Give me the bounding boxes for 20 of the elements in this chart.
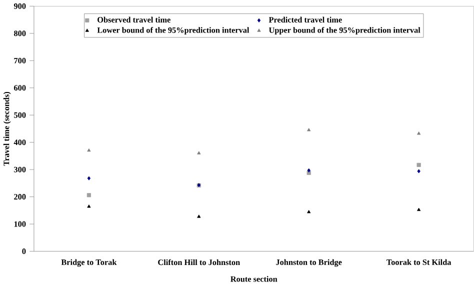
y-tick-label: 900 bbox=[14, 3, 26, 9]
legend-label: Observed travel time bbox=[98, 16, 170, 22]
x-tick-label: Bridge to Torak bbox=[61, 259, 117, 267]
y-tick-label: 800 bbox=[14, 30, 26, 36]
y-tick-label: 0 bbox=[22, 248, 26, 254]
y-tick-label: 500 bbox=[14, 112, 26, 118]
y-tick-label: 200 bbox=[14, 194, 26, 200]
legend-label: Upper bound of the 95%prediction interval bbox=[268, 26, 420, 34]
x-tick-label: Johnston to Bridge bbox=[276, 259, 342, 267]
y-tick-label: 400 bbox=[14, 139, 26, 145]
x-tick-label: Clifton Hill to Johnston bbox=[158, 259, 240, 265]
y-tick-label: 700 bbox=[14, 58, 26, 64]
x-tick-label: Toorak to St Kilda bbox=[386, 259, 452, 265]
x-axis-title: Route section bbox=[230, 276, 278, 282]
legend-label: Lower bound of the 95%prediction interval bbox=[97, 26, 250, 34]
legend-label: Predicted travel time bbox=[268, 16, 342, 22]
y-tick-label: 100 bbox=[14, 221, 26, 227]
y-axis-title: Travel time (seconds) bbox=[3, 92, 11, 166]
y-tick-label: 300 bbox=[14, 166, 26, 172]
y-tick-label: 600 bbox=[14, 85, 26, 91]
